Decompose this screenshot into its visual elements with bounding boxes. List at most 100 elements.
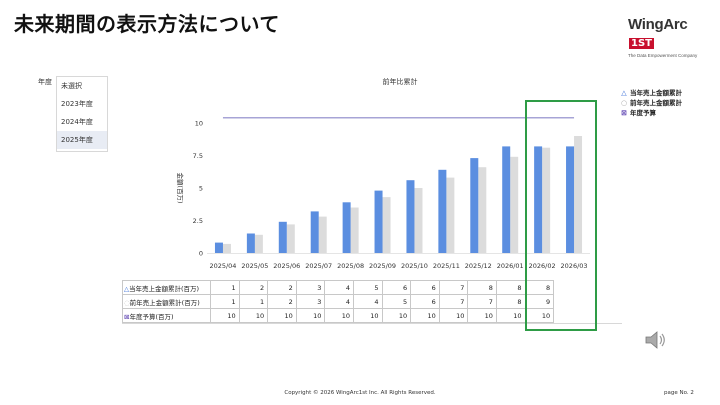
year-option-2023[interactable]: 2023年度 — [61, 100, 93, 108]
legend-item-previous[interactable]: ○ 前年売上金額累計 — [620, 98, 682, 108]
table-cell: 3 — [295, 280, 326, 295]
row-label-text: 前年売上金額累計(百万) — [129, 298, 200, 307]
bar-previous-year — [446, 177, 455, 253]
year-filter-label: 年度 — [38, 78, 52, 86]
bar-previous-year — [286, 224, 295, 253]
bar-previous-year — [414, 188, 423, 253]
bar-current-year — [534, 146, 543, 253]
year-option-2025[interactable]: 2025年度 — [57, 131, 107, 149]
table-bottom-rule — [122, 323, 622, 324]
year-option-none[interactable]: 未選択 — [61, 82, 82, 90]
slide-title: 未来期間の表示方法について — [14, 12, 280, 36]
bar-current-year — [470, 158, 479, 253]
table-cell: 10 — [352, 308, 383, 323]
bar-previous-year — [222, 243, 231, 253]
bar-current-year — [374, 190, 383, 253]
table-cell: 2 — [267, 280, 297, 295]
bar-previous-year — [574, 136, 583, 253]
y-tick-label: 5 — [199, 185, 203, 193]
year-option-2024[interactable]: 2024年度 — [61, 118, 93, 126]
x-tick-label: 2025/05 — [241, 262, 268, 270]
circle-icon: ◌ — [124, 298, 130, 307]
footer-copyright: Copyright © 2026 WingArc1st Inc. All Rig… — [284, 390, 436, 396]
logo-tagline: The Data Empowerment Company — [628, 53, 698, 58]
table-cell: 10 — [210, 308, 240, 323]
legend-label-budget: 年度予算 — [630, 109, 656, 117]
table-cell: 8 — [467, 280, 497, 295]
cross-box-icon: ⊠ — [124, 312, 130, 321]
table-cell: 4 — [324, 294, 354, 309]
bar-current-year — [278, 221, 287, 253]
y-tick-label: 0 — [199, 250, 203, 258]
cross-box-icon: ⊠ — [621, 109, 627, 117]
table-cell: 10 — [495, 308, 526, 323]
row-label-text: 当年売上金額累計(百万) — [129, 284, 200, 293]
bar-previous-year — [542, 147, 551, 253]
y-tick-label: 10 — [195, 120, 203, 128]
bar-previous-year — [254, 234, 263, 253]
table-cell: 6 — [381, 280, 412, 295]
bar-current-year — [406, 180, 415, 253]
speaker-icon[interactable] — [642, 327, 668, 353]
x-tick-label: 2025/11 — [433, 262, 460, 270]
bar-current-year — [246, 233, 255, 253]
table-cell: 4 — [324, 280, 354, 295]
year-filter-list[interactable]: 未選択 2023年度 2024年度 2025年度 — [56, 76, 108, 152]
bar-previous-year — [318, 216, 327, 253]
bar-previous-year — [510, 156, 519, 253]
table-cell: 3 — [295, 294, 326, 309]
table-row: △当年売上金額累計(百万) 1 2 2 3 4 5 6 6 7 8 8 8 — [122, 280, 555, 295]
table-cell: 7 — [438, 294, 469, 309]
table-cell: 7 — [438, 280, 469, 295]
table-row: ◌前年売上金額累計(百万) 1 1 2 3 4 4 5 6 7 7 8 9 — [122, 294, 555, 309]
x-tick-label: 2025/06 — [273, 262, 300, 270]
x-tick-label: 2025/07 — [305, 262, 332, 270]
table-cell: 6 — [410, 280, 440, 295]
table-cell: 10 — [524, 308, 555, 323]
table-cell: 10 — [295, 308, 326, 323]
table-cell: 10 — [238, 308, 269, 323]
table-cell: 5 — [352, 280, 383, 295]
logo-box-text: 1ST — [629, 38, 654, 49]
bar-current-year — [566, 146, 575, 253]
table-cell: 7 — [467, 294, 497, 309]
company-logo: WingArc 1ST The Data Empowerment Company — [628, 14, 710, 58]
table-cell: 10 — [381, 308, 412, 323]
table-row: ⊠年度予算(百万) 10 10 10 10 10 10 10 10 10 10 10 10 — [122, 308, 555, 323]
table-cell: 8 — [495, 280, 526, 295]
triangle-icon: △ — [621, 89, 627, 97]
table-cell: 1 — [238, 294, 269, 309]
footer-page-number: page No. 2 — [664, 390, 694, 396]
x-tick-label: 2025/08 — [337, 262, 364, 270]
row-label-text: 年度予算(百万) — [129, 312, 174, 321]
table-cell: 10 — [267, 308, 297, 323]
y-tick-label: 7.5 — [193, 152, 203, 160]
table-cell: 1 — [210, 280, 240, 295]
row-label: ⊠年度予算(百万) — [122, 308, 211, 323]
x-tick-label: 2025/04 — [209, 262, 236, 270]
table-cell: 2 — [238, 280, 269, 295]
legend-label-current: 当年売上金額累計 — [630, 89, 682, 97]
x-tick-label: 2026/02 — [529, 262, 556, 270]
table-cell: 10 — [467, 308, 497, 323]
y-tick-label: 2.5 — [193, 217, 203, 225]
bar-previous-year — [382, 197, 391, 253]
legend-label-previous: 前年売上金額累計 — [630, 99, 682, 107]
logo-main-text: WingArc — [628, 16, 688, 33]
table-cell: 1 — [210, 294, 240, 309]
row-label: ◌前年売上金額累計(百万) — [122, 294, 211, 309]
y-axis-label: 金額(百万) — [176, 172, 185, 203]
x-tick-label: 2025/09 — [369, 262, 396, 270]
legend-item-budget[interactable]: ⊠ 年度予算 — [620, 108, 682, 118]
table-cell: 10 — [438, 308, 469, 323]
table-cell: 2 — [267, 294, 297, 309]
x-tick-label: 2025/10 — [401, 262, 428, 270]
table-cell: 10 — [324, 308, 354, 323]
bar-previous-year — [350, 207, 359, 253]
legend-item-current[interactable]: △ 当年売上金額累計 — [620, 88, 682, 98]
cumulative-chart: 前年比累計 金額(百万) 0 2.5 5 7.5 10 2025/04 2025/05 2025/… — [120, 70, 620, 325]
row-label: △当年売上金額累計(百万) — [122, 280, 211, 295]
table-cell: 5 — [381, 294, 412, 309]
chart-legend: △ 当年売上金額累計 ○ 前年売上金額累計 ⊠ 年度予算 — [620, 88, 682, 118]
